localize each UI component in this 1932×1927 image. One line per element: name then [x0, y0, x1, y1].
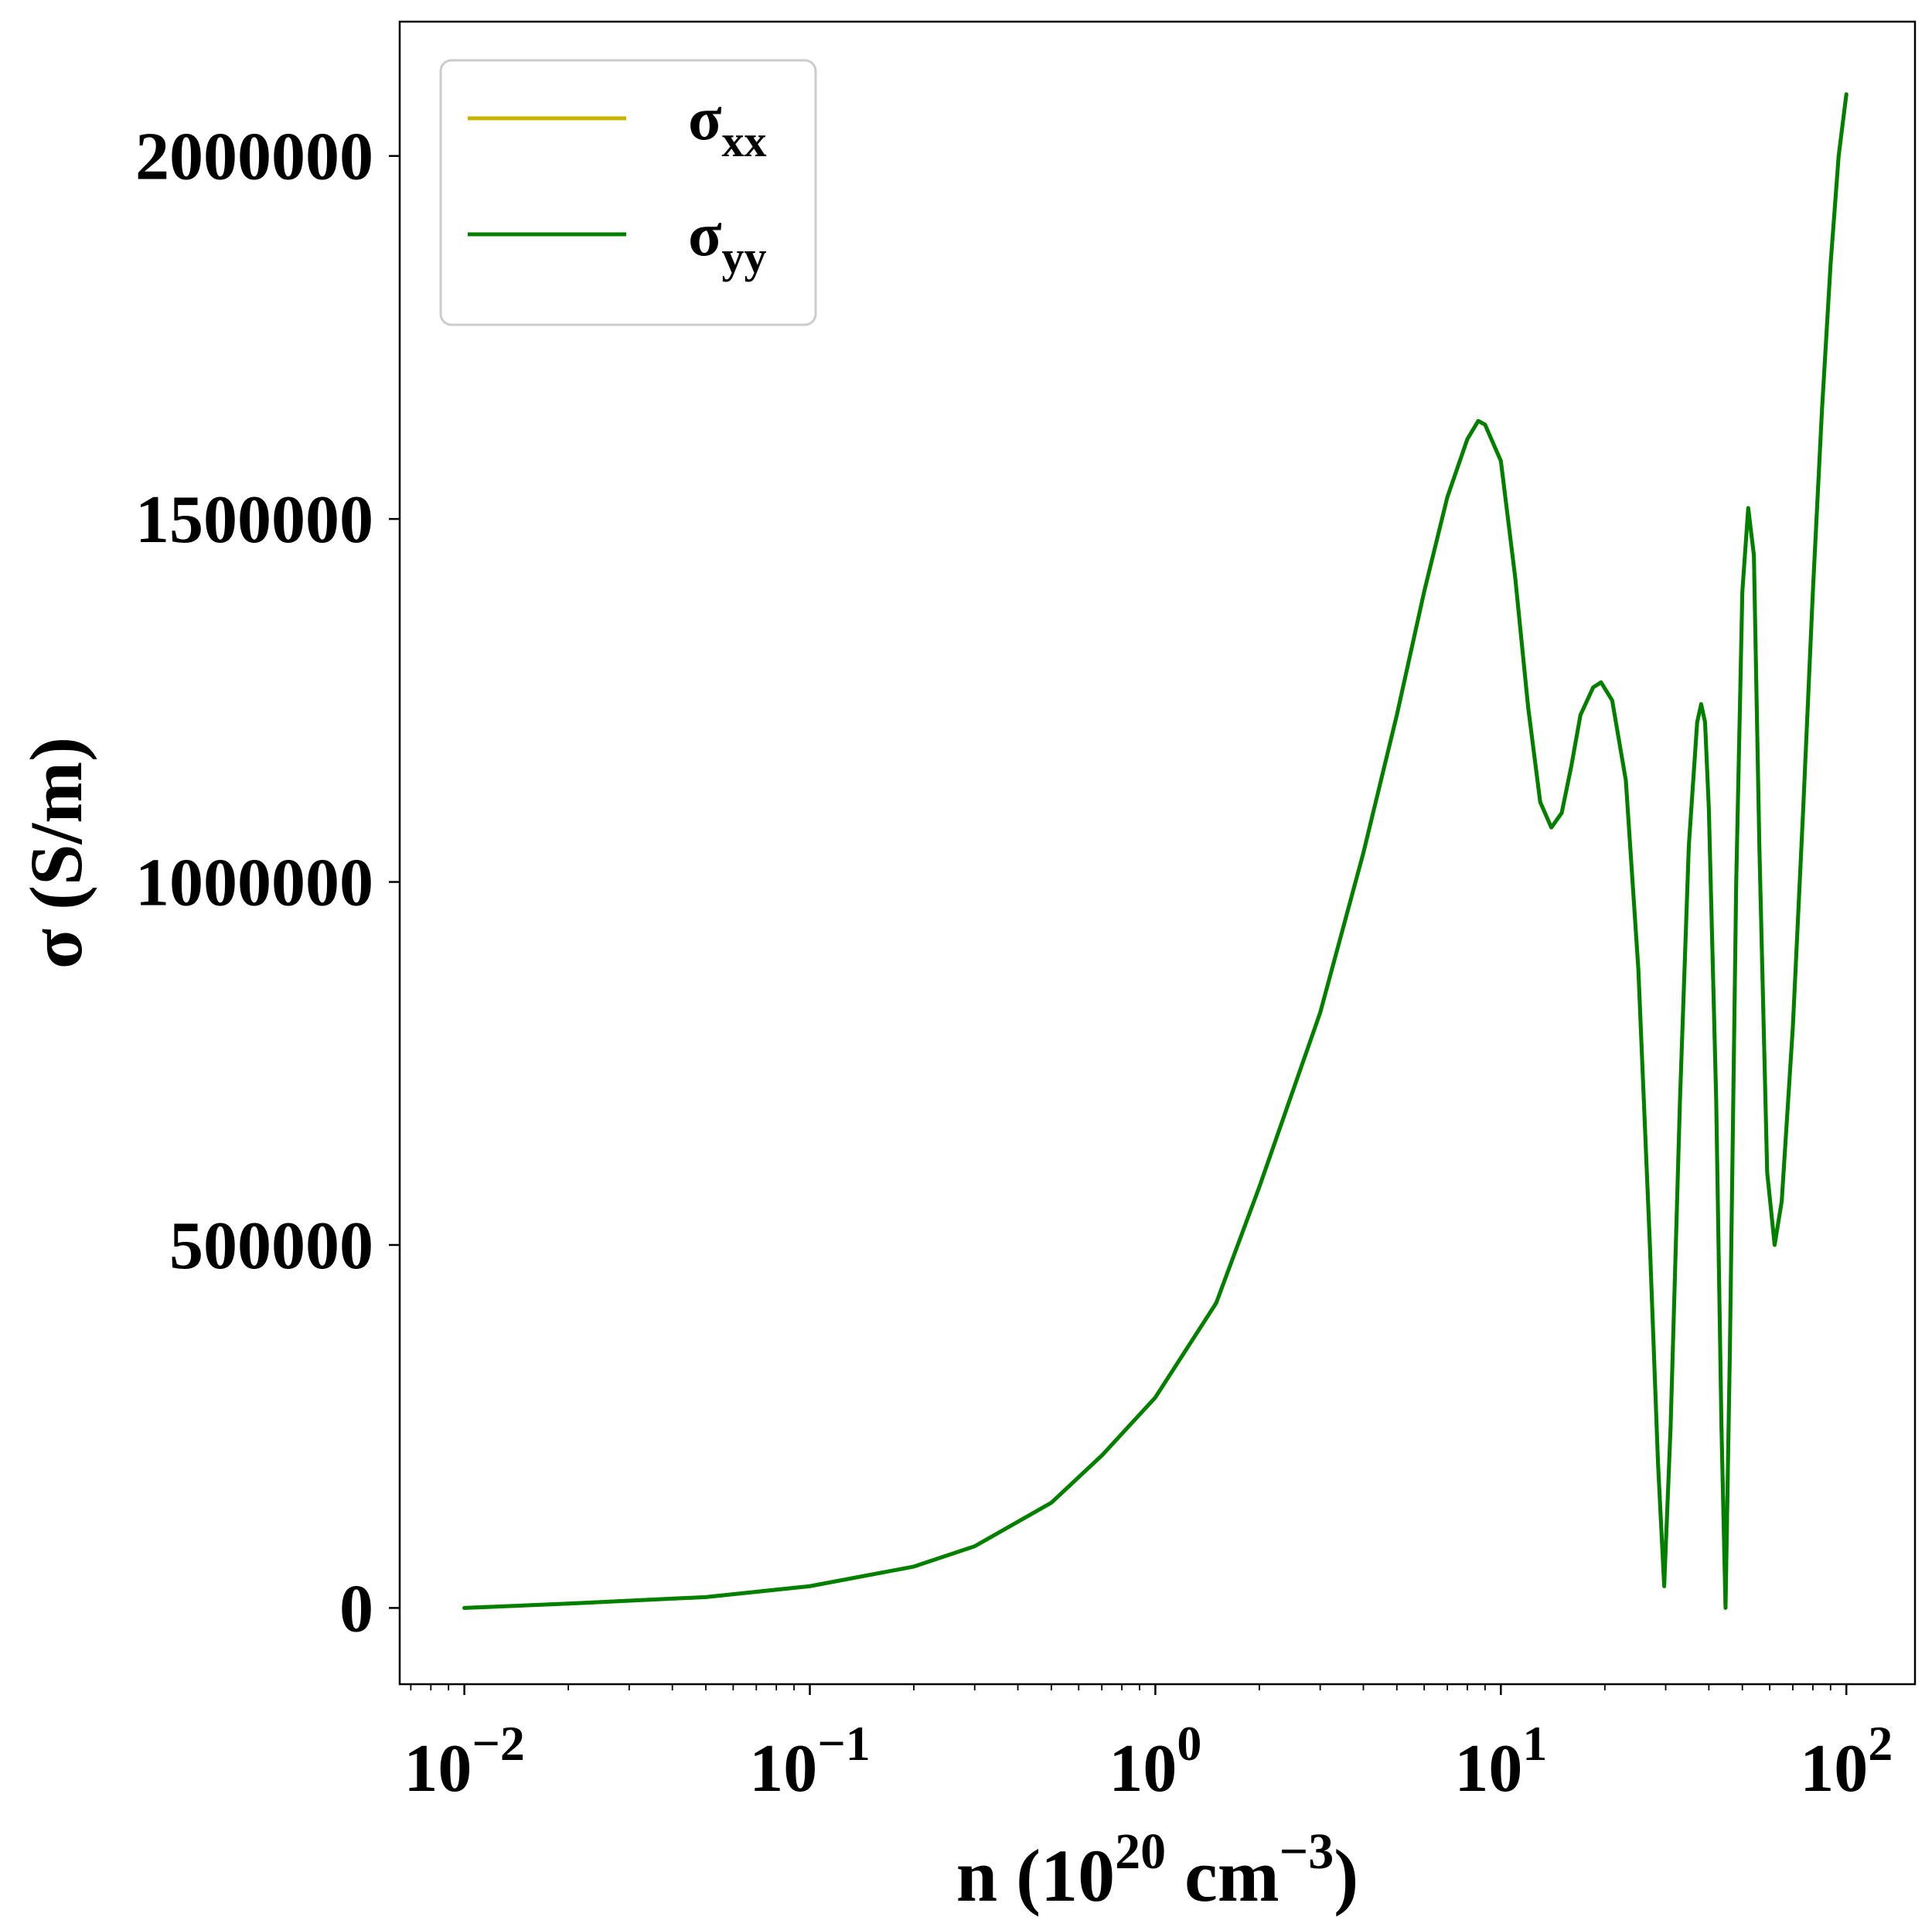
- plot-frame: [398, 20, 1917, 1686]
- y-tick-label: 1000000: [135, 846, 373, 921]
- legend-symbol-yy: σ: [688, 201, 722, 269]
- legend-symbol-xx: σ: [688, 85, 722, 153]
- legend-sub-xx: xx: [722, 116, 767, 166]
- x-axis-label: n (1020 cm−3): [956, 1823, 1359, 1917]
- x-axis-label-tail: ): [1334, 1834, 1358, 1917]
- x-tick-exponent: −1: [817, 1716, 870, 1771]
- y-axis-label: σ (S/m): [15, 737, 97, 969]
- x-tick-exponent: −2: [472, 1716, 524, 1771]
- x-axis-label-sup2: −3: [1279, 1823, 1334, 1880]
- series-line-1: [462, 92, 1849, 1610]
- y-tick-label: 2000000: [135, 120, 373, 195]
- x-tick-base: 10: [404, 1731, 472, 1806]
- x-axis-label-main: n (10: [956, 1834, 1115, 1917]
- y-tick-label: 500000: [169, 1209, 373, 1284]
- x-tick-exponent: 0: [1177, 1716, 1201, 1771]
- x-tick-label: 101: [1454, 1716, 1547, 1806]
- x-axis-ticks: 10−2 10−1 100 101 102: [404, 1684, 1893, 1806]
- legend-box: [439, 59, 817, 326]
- x-tick-base: 10: [1109, 1731, 1177, 1806]
- x-axis-label-sup1: 20: [1115, 1823, 1166, 1880]
- legend-sub-yy: yy: [722, 232, 767, 282]
- x-tick-exponent: 2: [1868, 1716, 1893, 1771]
- x-tick-label: 102: [1800, 1716, 1893, 1806]
- legend: σxx σyy: [439, 59, 817, 326]
- series-layer: [462, 92, 1849, 1610]
- x-axis-label-mid: cm: [1166, 1834, 1279, 1917]
- x-tick-base: 10: [1454, 1731, 1522, 1806]
- legend-label-yy: σyy: [688, 201, 767, 282]
- y-tick-label: 1500000: [135, 483, 373, 558]
- x-tick-exponent: 1: [1522, 1716, 1547, 1771]
- x-tick-label: 100: [1109, 1716, 1201, 1806]
- legend-label-xx: σxx: [688, 85, 767, 166]
- y-axis-ticks: 0 500000 1000000 1500000 2000000: [135, 120, 400, 1646]
- x-tick-base: 10: [749, 1731, 817, 1806]
- x-tick-label: 10−2: [404, 1716, 524, 1806]
- x-tick-label: 10−1: [749, 1716, 870, 1806]
- x-tick-base: 10: [1800, 1731, 1868, 1806]
- y-tick-label: 0: [339, 1571, 373, 1646]
